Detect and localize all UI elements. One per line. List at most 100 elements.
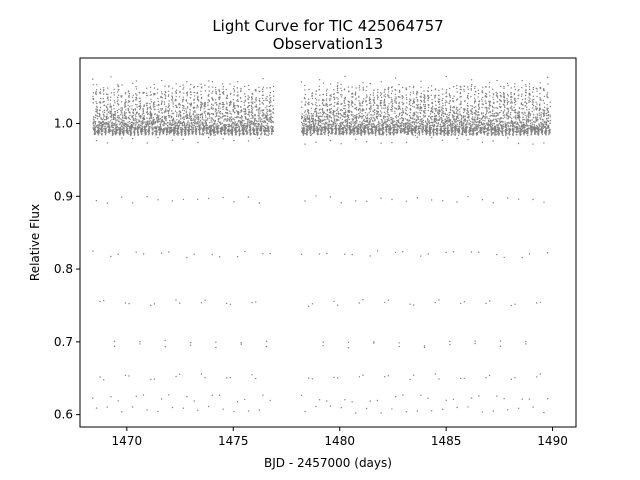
data-point: [366, 114, 368, 117]
data-point: [328, 125, 330, 127]
data-point: [408, 125, 410, 127]
data-point: [134, 133, 136, 135]
data-point: [389, 126, 392, 128]
data-point: [228, 125, 231, 127]
data-point: [374, 111, 376, 114]
data-point: [375, 125, 378, 127]
data-point: [127, 116, 130, 118]
data-point: [212, 107, 214, 110]
data-point: [312, 117, 315, 120]
data-point: [233, 201, 235, 203]
data-point: [229, 116, 231, 119]
data-point: [216, 104, 218, 106]
data-point: [325, 119, 327, 121]
data-point: [121, 196, 123, 198]
data-point: [182, 96, 184, 98]
data-point: [343, 89, 346, 91]
data-point: [201, 106, 203, 108]
data-point: [193, 106, 196, 109]
data-point: [412, 125, 414, 128]
data-point: [212, 119, 215, 121]
data-point: [328, 119, 330, 121]
data-point: [362, 86, 364, 89]
data-point: [272, 116, 274, 119]
data-point: [110, 255, 112, 258]
data-point: [383, 95, 385, 97]
data-point: [409, 378, 411, 381]
data-point: [261, 118, 263, 120]
data-point: [182, 407, 184, 409]
data-point: [185, 116, 187, 118]
data-point: [187, 121, 189, 124]
data-point: [182, 101, 184, 103]
data-point: [123, 111, 126, 113]
data-point: [124, 125, 126, 128]
data-point: [312, 103, 314, 106]
data-point: [230, 103, 232, 105]
data-point: [161, 112, 163, 114]
data-point: [399, 122, 402, 125]
data-point: [323, 118, 325, 121]
data-point: [410, 121, 412, 124]
data-point: [192, 119, 194, 121]
data-point: [158, 104, 160, 106]
data-point: [368, 112, 370, 114]
data-point: [325, 104, 327, 107]
data-point: [311, 92, 314, 94]
data-point: [129, 101, 131, 103]
data-point: [317, 127, 319, 130]
data-point: [225, 101, 228, 103]
data-point: [214, 126, 216, 128]
data-point: [187, 120, 189, 122]
data-point: [106, 113, 108, 115]
data-point: [128, 303, 130, 305]
data-point: [178, 96, 181, 98]
data-point: [379, 122, 381, 125]
data-point: [361, 102, 364, 105]
data-point: [107, 103, 109, 106]
data-point: [160, 95, 162, 98]
data-point: [372, 132, 375, 134]
data-point: [125, 92, 127, 94]
data-point: [222, 88, 224, 90]
data-point: [318, 88, 320, 91]
data-point: [94, 123, 97, 125]
data-point: [193, 91, 196, 94]
data-point: [195, 133, 198, 136]
data-point: [175, 105, 178, 107]
data-point: [127, 109, 130, 112]
data-point: [168, 105, 170, 108]
data-point: [387, 88, 390, 91]
data-point: [113, 340, 116, 342]
data-point: [165, 105, 167, 108]
data-point: [135, 395, 137, 397]
data-point: [415, 131, 417, 133]
data-point: [127, 101, 129, 103]
data-point: [315, 93, 317, 95]
data-point: [140, 116, 142, 118]
data-point: [301, 113, 303, 115]
data-point: [412, 86, 415, 89]
data-point: [99, 114, 101, 116]
data-point: [200, 121, 202, 123]
data-point: [200, 93, 202, 96]
data-point: [354, 132, 356, 134]
data-point: [104, 134, 107, 136]
data-point: [135, 80, 137, 82]
data-point: [415, 125, 418, 128]
data-point: [327, 116, 329, 119]
data-point: [348, 118, 351, 121]
data-point: [414, 121, 416, 123]
data-point: [113, 124, 115, 127]
data-point: [136, 98, 138, 100]
data-point: [320, 125, 322, 127]
data-point: [251, 96, 253, 98]
data-point: [92, 397, 94, 399]
data-point: [237, 94, 239, 96]
data-point: [313, 131, 316, 134]
data-point: [348, 110, 351, 112]
data-point: [163, 124, 165, 127]
data-point: [409, 112, 411, 114]
data-point: [310, 113, 312, 115]
data-point: [175, 375, 177, 378]
